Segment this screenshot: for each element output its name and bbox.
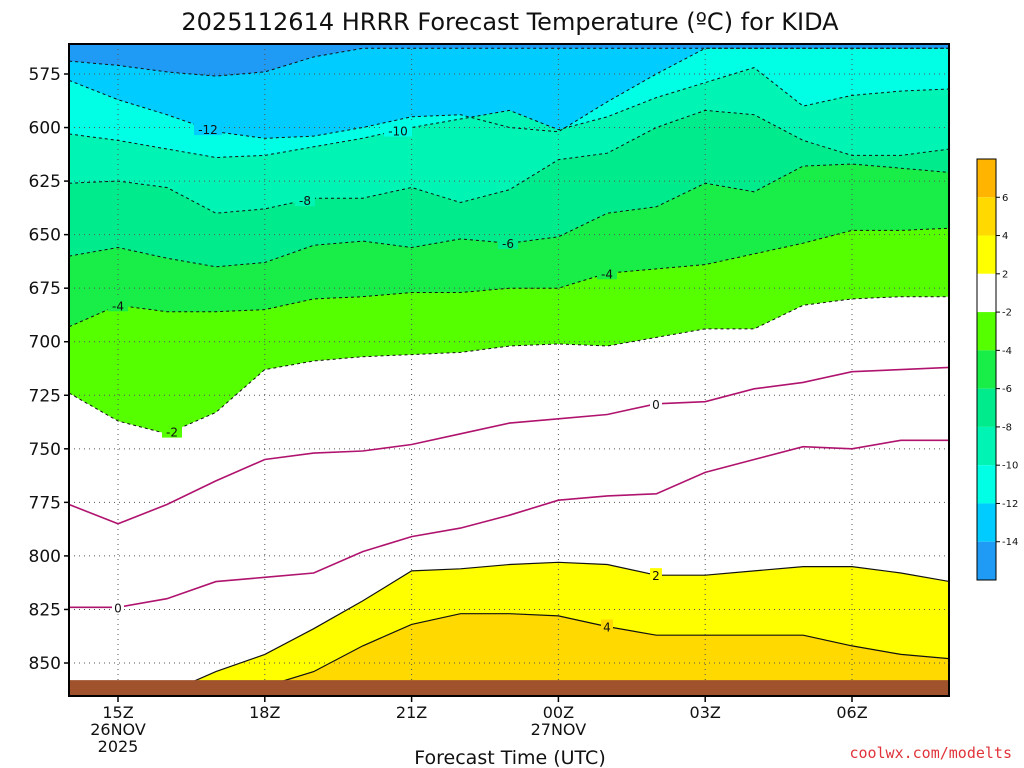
contour-label-5: -4 xyxy=(601,267,613,281)
x-axis-label: Forecast Time (UTC) xyxy=(414,747,605,768)
contour-label-bg-8 xyxy=(112,600,124,614)
colorbar-segment-8 xyxy=(977,465,996,504)
colorbar-segment-1 xyxy=(977,197,996,236)
contour-label-10: 4 xyxy=(603,621,611,635)
x-tick-label-00Z: 00Z xyxy=(543,703,574,722)
band-fill-4 xyxy=(69,613,949,696)
y-tick-label-600: 600 xyxy=(29,119,61,139)
contour-line-1 xyxy=(69,47,949,139)
y-tick-label-650: 650 xyxy=(29,226,61,246)
colorbar-label-2: -10 xyxy=(1002,461,1018,472)
contour-line-0 xyxy=(69,47,949,77)
colorbar-segment-9 xyxy=(977,503,996,542)
colorbar-label-1: -12 xyxy=(1002,499,1018,510)
contour-line-8 xyxy=(69,439,949,609)
y-tick-label-800: 800 xyxy=(29,547,61,567)
y-tick-label-825: 825 xyxy=(29,600,61,620)
contour-label-4: -6 xyxy=(502,237,514,251)
x-tick-label-15Z: 15Z xyxy=(102,703,133,722)
contour-label-6: -2 xyxy=(166,426,178,440)
x-tick-label-18Z: 18Z xyxy=(249,703,280,722)
y-tick-label-725: 725 xyxy=(29,386,61,406)
y-tick-label-775: 775 xyxy=(29,493,61,513)
contour-label-3: -8 xyxy=(299,194,311,208)
x-tick-label-06Z: 06Z xyxy=(836,703,867,722)
contour-label-bg-3 xyxy=(295,193,315,207)
contour-label-bg-7 xyxy=(650,396,662,410)
plot-frame xyxy=(68,43,950,697)
colorbar-label-7: 2 xyxy=(1002,269,1008,280)
y-tick-label-675: 675 xyxy=(29,279,61,299)
contour-label-bg-2 xyxy=(384,123,412,137)
source-credit[interactable]: coolwx.com/modelts xyxy=(849,744,1012,762)
colorbar-segment-10 xyxy=(977,541,996,580)
contour-label-7: 0 xyxy=(652,398,660,412)
y-tick-label-625: 625 xyxy=(29,172,61,192)
x-tick-label-21Z: 21Z xyxy=(396,703,427,722)
chart-title: 2025112614 HRRR Forecast Temperature (ºC… xyxy=(181,8,839,36)
contour-label-bg-10 xyxy=(601,619,613,633)
colorbar-label-3: -8 xyxy=(1002,422,1012,433)
colorbar-label-0: -14 xyxy=(1002,537,1018,548)
x-tick-year-15Z: 2025 xyxy=(98,737,139,756)
colorbar-label-8: 4 xyxy=(1002,231,1008,242)
y-tick-label-575: 575 xyxy=(29,65,61,85)
colorbar-segment-6 xyxy=(977,388,996,427)
colorbar-segment-0 xyxy=(977,159,996,198)
contour-label-1: -12 xyxy=(198,123,218,137)
contour-label-bg-9 xyxy=(650,568,662,582)
x-tick-date-00Z: 27NOV xyxy=(531,720,587,739)
colorbar-segment-5 xyxy=(977,350,996,389)
colorbar-frame xyxy=(976,158,997,581)
colorbar-segment-2 xyxy=(977,235,996,274)
contour-label-2: -10 xyxy=(388,125,408,139)
colorbar-segment-4 xyxy=(977,312,996,351)
x-tick-label-03Z: 03Z xyxy=(690,703,721,722)
contour-label-bg-1 xyxy=(194,122,222,136)
contour-line-2 xyxy=(69,67,949,159)
ground-terrain xyxy=(69,680,949,696)
contour-line-5 xyxy=(69,227,949,328)
y-tick-label-700: 700 xyxy=(29,333,61,353)
colorbar-segment-3 xyxy=(977,273,996,313)
colorbar-label-5: -4 xyxy=(1002,346,1012,357)
contour-label-bg-5 xyxy=(597,266,617,280)
colorbar-label-6: -2 xyxy=(1002,308,1012,319)
colorbar-label-4: -6 xyxy=(1002,384,1012,395)
contour-label-8: 0 xyxy=(114,601,122,615)
y-tick-label-750: 750 xyxy=(29,440,61,460)
contour-line-9 xyxy=(69,561,949,694)
x-tick-date-15Z: 26NOV xyxy=(90,720,146,739)
contour-label-5: -4 xyxy=(112,299,124,313)
contour-label-9: 2 xyxy=(652,569,660,583)
colorbar-segment-7 xyxy=(977,426,996,466)
contour-label-bg-6 xyxy=(162,424,182,438)
contour-line-7 xyxy=(69,366,949,525)
colorbar-label-9: 6 xyxy=(1002,193,1008,204)
y-tick-label-850: 850 xyxy=(29,654,61,674)
contour-label-bg-4 xyxy=(498,236,518,250)
contour-label-bg-5 xyxy=(108,298,128,312)
